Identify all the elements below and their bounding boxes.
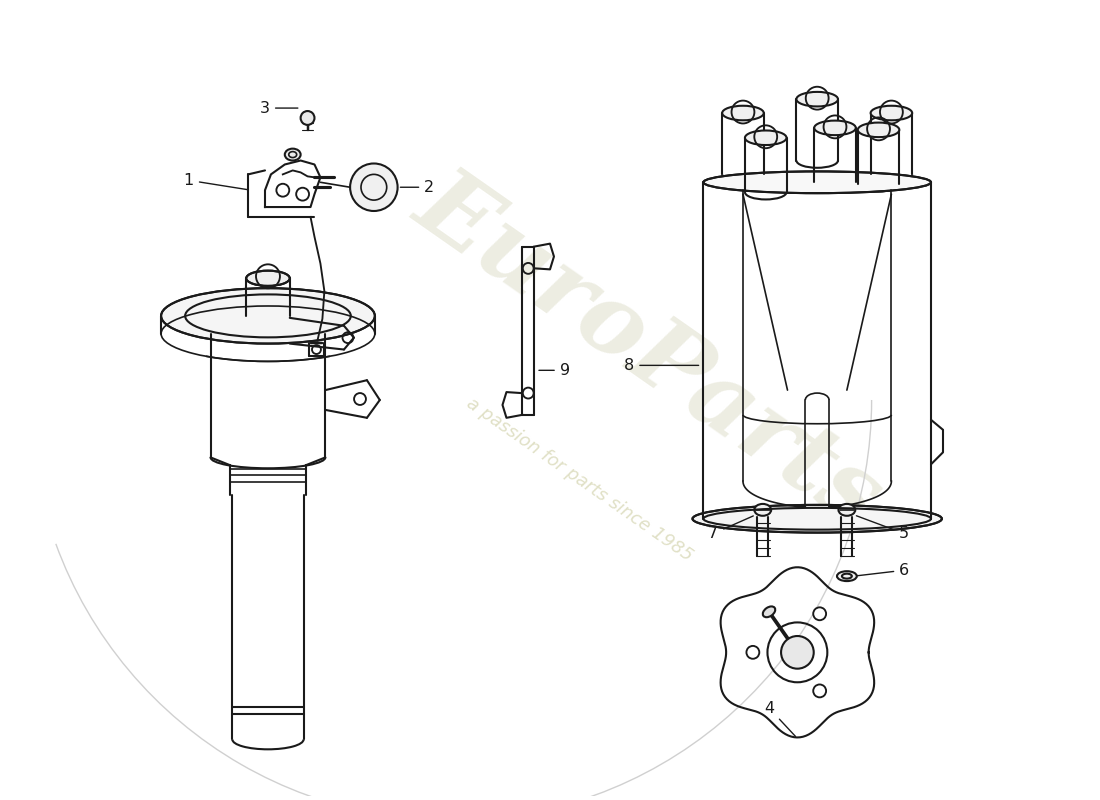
Ellipse shape — [796, 92, 838, 106]
Circle shape — [813, 685, 826, 698]
Ellipse shape — [762, 606, 776, 618]
Ellipse shape — [755, 504, 771, 516]
Ellipse shape — [285, 149, 300, 161]
Ellipse shape — [837, 571, 857, 581]
Text: a passion for parts since 1985: a passion for parts since 1985 — [463, 394, 696, 565]
Ellipse shape — [723, 106, 763, 120]
Circle shape — [350, 163, 397, 211]
Ellipse shape — [300, 111, 315, 125]
Text: 6: 6 — [857, 562, 910, 578]
Ellipse shape — [814, 121, 856, 135]
Circle shape — [747, 646, 759, 658]
Text: 5: 5 — [857, 516, 910, 541]
Text: EuroParts: EuroParts — [398, 156, 900, 546]
Text: 1: 1 — [184, 173, 249, 190]
Circle shape — [813, 607, 826, 620]
Text: 9: 9 — [539, 363, 570, 378]
Text: 3: 3 — [260, 101, 298, 115]
Text: 2: 2 — [400, 180, 434, 194]
Ellipse shape — [745, 130, 786, 145]
Ellipse shape — [870, 106, 912, 120]
Ellipse shape — [858, 122, 900, 137]
Ellipse shape — [693, 505, 942, 533]
Ellipse shape — [703, 171, 931, 193]
Text: 4: 4 — [764, 702, 795, 737]
Circle shape — [781, 636, 814, 669]
Ellipse shape — [838, 504, 856, 516]
Ellipse shape — [161, 288, 375, 343]
Ellipse shape — [246, 270, 289, 286]
Text: 8: 8 — [624, 358, 698, 373]
Text: 7: 7 — [708, 516, 754, 541]
